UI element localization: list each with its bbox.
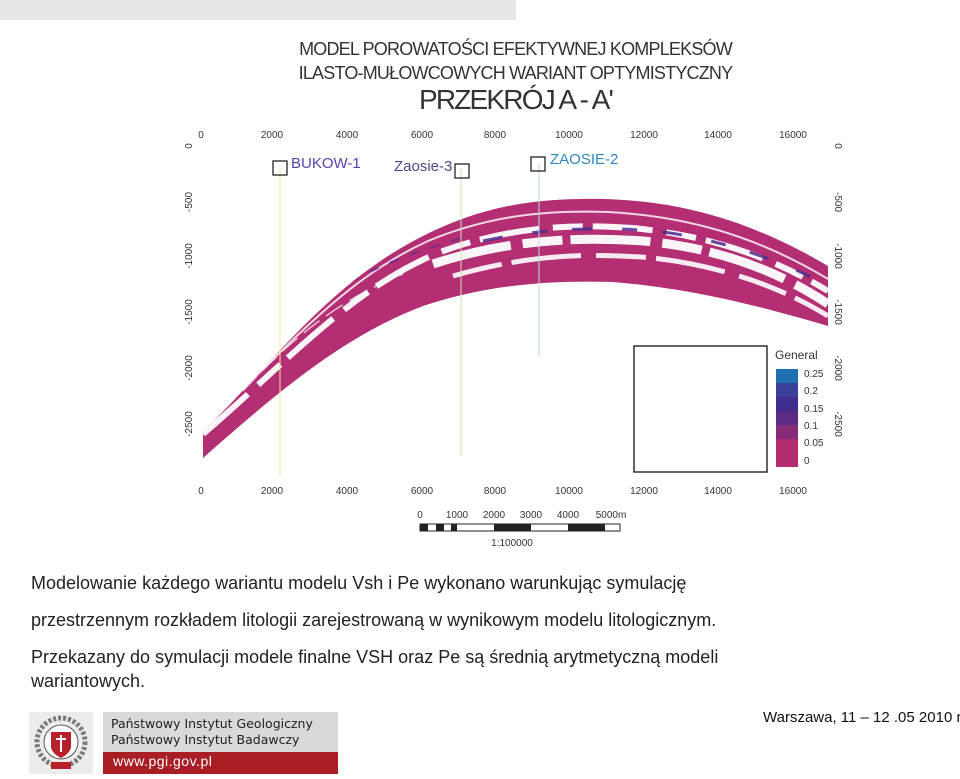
scale-label: 1000 — [446, 510, 469, 521]
x-tick-bottom: 16000 — [779, 486, 807, 497]
x-tick-bottom: 8000 — [484, 486, 507, 497]
legend-swatch — [776, 425, 798, 439]
cross-section-figure: MODEL POROWATOŚCI EFEKTYWNEJ KOMPLEKSÓW … — [183, 36, 848, 548]
y-tick-right: -2000 — [832, 355, 843, 381]
scale-segment-dark — [494, 524, 531, 531]
legend-swatch — [776, 439, 798, 467]
top-gray-bar — [0, 0, 516, 20]
x-tick-top: 0 — [198, 130, 204, 141]
body-text-line4: wariantowych. — [31, 671, 146, 691]
well-marker-bukow — [272, 160, 288, 176]
right-y-axis: 0 -500 -1000 -1500 -2000 -2500 — [832, 143, 843, 437]
scale-label: 5000m — [596, 510, 627, 521]
figure-title-line3: PRZEKRÓJ A - A' — [418, 84, 614, 115]
y-tick-left: -2500 — [184, 411, 195, 437]
scale-label: 4000 — [557, 510, 580, 521]
legend-swatch — [776, 411, 798, 425]
legend-label: 0.15 — [804, 404, 824, 415]
institute-banner-top — [103, 712, 338, 752]
x-tick-bottom: 2000 — [261, 486, 284, 497]
x-tick-bottom: 10000 — [555, 486, 583, 497]
bottom-x-axis: 0 2000 4000 6000 8000 10000 12000 14000 … — [198, 486, 807, 497]
x-tick-top: 2000 — [261, 130, 284, 141]
body-text-line1: Modelowanie każdego wariantu modelu Vsh … — [31, 573, 687, 593]
y-tick-left: -1000 — [184, 243, 195, 269]
institute-name-line2: Państwowy Instytut Badawczy — [111, 732, 300, 747]
white-layer — [431, 234, 828, 308]
x-tick-top: 12000 — [630, 130, 658, 141]
white-layer — [203, 223, 828, 437]
well-marker-zaosie3 — [454, 163, 470, 179]
scale-label: 0 — [417, 510, 423, 521]
y-tick-left: 0 — [184, 143, 195, 149]
section-body — [203, 198, 828, 458]
legend-label: 0.25 — [804, 369, 824, 380]
scale-ratio: 1:100000 — [491, 538, 533, 548]
y-tick-left: -1500 — [184, 299, 195, 325]
white-layer — [452, 252, 828, 319]
x-tick-bottom: 4000 — [336, 486, 359, 497]
legend-swatch — [776, 397, 798, 411]
top-x-axis: 0 2000 4000 6000 8000 10000 12000 14000 … — [198, 130, 807, 141]
legend-title: General — [775, 348, 818, 362]
y-tick-left: -2000 — [184, 355, 195, 381]
x-tick-top: 8000 — [484, 130, 507, 141]
institute-website-link[interactable]: www.pgi.gov.pl — [113, 753, 213, 769]
section-layering — [203, 210, 828, 437]
figure-title-line2: ILASTO-MUŁOWCOWYCH WARIANT OPTYMISTYCZNY — [298, 63, 734, 83]
legend-label: 0.05 — [804, 438, 824, 449]
x-tick-top: 6000 — [411, 130, 434, 141]
scale-segment-dark — [568, 524, 605, 531]
legend-swatch — [776, 369, 798, 383]
well-label-bukow: BUKOW-1 — [291, 155, 361, 172]
y-tick-right: 0 — [832, 143, 843, 149]
x-tick-top: 14000 — [704, 130, 732, 141]
x-tick-top: 10000 — [555, 130, 583, 141]
scale-segment-dark — [420, 524, 428, 531]
x-tick-top: 16000 — [779, 130, 807, 141]
body-text-line2: przestrzennym rozkładem litologii zareje… — [31, 610, 717, 630]
inset-box — [633, 345, 768, 473]
scale-segment-dark — [451, 524, 457, 531]
y-tick-left: -500 — [184, 192, 195, 212]
figure-title-line1: MODEL POROWATOŚCI EFEKTYWNEJ KOMPLEKSÓW — [299, 39, 733, 59]
porosity-cross-section — [203, 198, 828, 458]
body-text-line3: Przekazany do symulacji modele finalne V… — [31, 647, 719, 667]
porosity-legend: General 0.25 0.2 0.15 0.1 0.05 0 — [775, 348, 824, 467]
y-tick-right: -500 — [832, 192, 843, 212]
x-tick-bottom: 12000 — [630, 486, 658, 497]
pgi-emblem-icon — [34, 715, 88, 769]
pgi-logo — [29, 712, 93, 774]
scale-label: 2000 — [483, 510, 506, 521]
y-tick-right: -1500 — [832, 299, 843, 325]
x-tick-bottom: 14000 — [704, 486, 732, 497]
x-tick-top: 4000 — [336, 130, 359, 141]
institute-name-line1: Państwowy Instytut Geologiczny — [111, 716, 313, 731]
legend-label: 0.2 — [804, 386, 818, 397]
white-layer — [242, 273, 404, 392]
scale-bar: 0 1000 2000 3000 4000 5000m 1:100000 — [417, 510, 626, 548]
well-label-zaosie2: ZAOSIE-2 — [550, 151, 618, 168]
well-label-zaosie3: Zaosie-3 — [394, 158, 452, 175]
scale-label: 3000 — [520, 510, 543, 521]
cross-section-plot: 0 2000 4000 6000 8000 10000 12000 14000 … — [184, 130, 843, 548]
institute-banner: Państwowy Instytut Geologiczny Państwowy… — [103, 712, 338, 774]
y-tick-right: -1000 — [832, 243, 843, 269]
scale-segment-dark — [436, 524, 444, 531]
legend-label: 0 — [804, 456, 810, 467]
place-date: Warszawa, 11 – 12 .05 2010 r. — [763, 709, 960, 726]
white-layer — [203, 210, 828, 427]
legend-swatch — [776, 383, 798, 397]
legend-label: 0.1 — [804, 421, 818, 432]
y-tick-right: -2500 — [832, 411, 843, 437]
left-y-axis: 0 -500 -1000 -1500 -2000 -2500 — [184, 143, 195, 437]
well-marker-zaosie2 — [530, 156, 546, 172]
x-tick-bottom: 0 — [198, 486, 204, 497]
x-tick-bottom: 6000 — [411, 486, 434, 497]
